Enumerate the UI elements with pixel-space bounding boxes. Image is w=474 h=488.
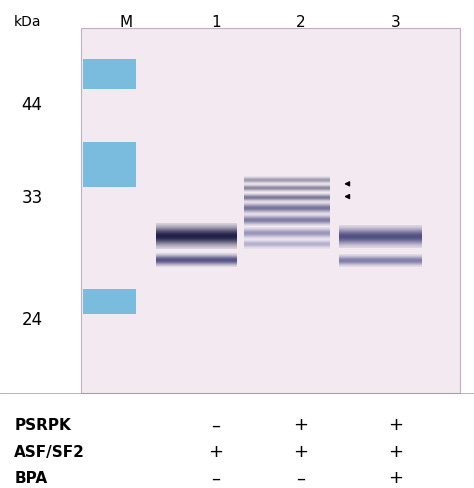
- Text: 24: 24: [21, 311, 43, 328]
- Text: 44: 44: [21, 96, 42, 114]
- Text: –: –: [297, 468, 305, 486]
- Text: 3: 3: [391, 15, 401, 29]
- Text: 2: 2: [296, 15, 306, 29]
- Text: +: +: [388, 468, 403, 486]
- Text: PSRPK: PSRPK: [14, 417, 71, 432]
- Text: –: –: [211, 468, 220, 486]
- Text: kDa: kDa: [14, 15, 42, 29]
- Text: +: +: [208, 443, 223, 460]
- Text: M: M: [119, 15, 132, 29]
- Text: +: +: [388, 443, 403, 460]
- Bar: [81, 29, 460, 393]
- Text: +: +: [293, 443, 309, 460]
- Text: BPA: BPA: [14, 470, 47, 485]
- Text: 1: 1: [211, 15, 220, 29]
- Text: –: –: [211, 416, 220, 433]
- Text: 33: 33: [21, 189, 43, 206]
- Text: +: +: [293, 416, 309, 433]
- Text: +: +: [388, 416, 403, 433]
- Text: ASF/SF2: ASF/SF2: [14, 444, 85, 459]
